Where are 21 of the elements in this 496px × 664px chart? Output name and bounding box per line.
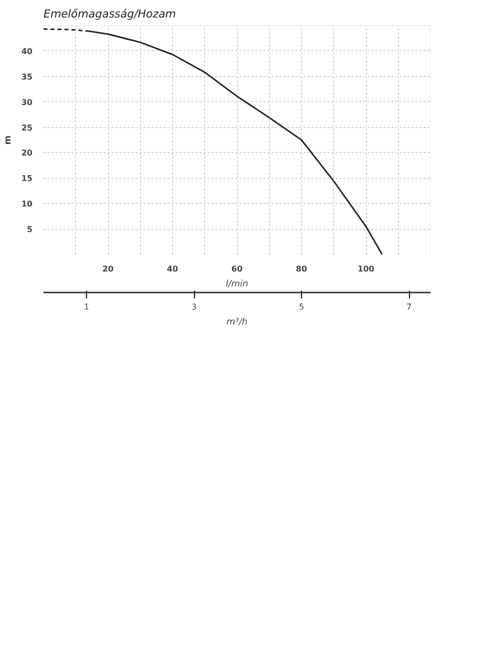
x-tick-label: 60: [231, 264, 243, 274]
x-tick-label: 100: [358, 264, 375, 274]
x-tick-label: 40: [166, 264, 178, 274]
y-tick-label: 20: [21, 148, 33, 158]
y-axis-title: m: [3, 135, 14, 145]
x-tick-label: 20: [102, 264, 114, 274]
y-tick-label: 10: [21, 200, 33, 209]
x2-tick-label: 1: [84, 302, 90, 312]
x2-axis-title: m³/h: [226, 318, 248, 328]
chart-title: Emelőmagasság/Hozam: [44, 8, 176, 20]
y-tick-label: 5: [26, 225, 33, 234]
y-tick-label: 35: [21, 72, 33, 82]
x-axis-title: l/min: [226, 280, 249, 290]
y-tick-label: 25: [21, 123, 33, 132]
x2-tick-label: 7: [406, 302, 412, 312]
x2-tick-label: 3: [191, 302, 197, 312]
x2-tick-label: 5: [298, 302, 304, 312]
x-tick-label: 80: [296, 264, 308, 274]
y-tick-label: 30: [21, 98, 33, 107]
y-tick-label: 40: [21, 46, 33, 56]
y-tick-label: 15: [21, 174, 33, 184]
